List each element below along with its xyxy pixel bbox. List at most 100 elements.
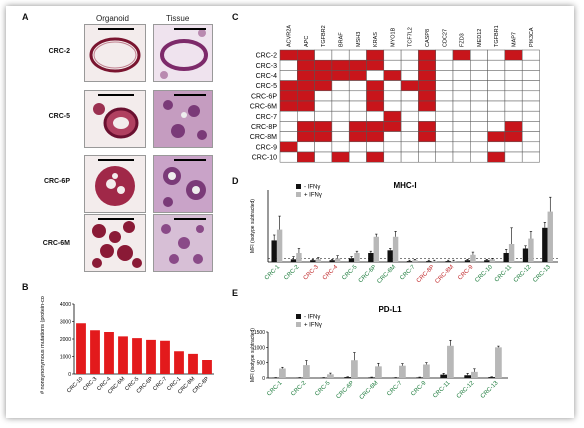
heatmap-cell <box>279 151 298 163</box>
heatmap-cell <box>348 121 367 132</box>
category-label: CRC-13 <box>480 380 500 400</box>
y-tick-label: 3000 <box>60 320 71 326</box>
heatmap-cell <box>383 90 402 102</box>
bar <box>368 253 374 262</box>
category-label: CRC-8M <box>434 264 455 285</box>
bar <box>90 330 100 374</box>
heatmap-cell <box>314 70 333 81</box>
heatmap-cell <box>383 49 402 61</box>
gene-label: APC <box>304 36 310 47</box>
column-header-organoid: Organoid <box>96 14 129 23</box>
category-label: CRC-8P <box>416 264 436 284</box>
heatmap-cell <box>487 70 506 81</box>
organoid-image-crc-6p <box>84 155 146 213</box>
category-label: CRC-12 <box>513 264 533 284</box>
category-label: CRC-3 <box>303 264 321 282</box>
heatmap-cell <box>470 121 488 132</box>
heatmap-cell <box>366 49 385 61</box>
y-tick-label: 500 <box>257 361 266 367</box>
organoid-image-crc-2 <box>84 24 146 82</box>
heatmap-cell <box>504 131 523 143</box>
heatmap-cell <box>348 59 367 71</box>
panel-label-c: C <box>232 12 239 22</box>
bar <box>450 261 457 262</box>
heatmap-cell <box>470 131 488 143</box>
heatmap-cell <box>452 121 471 132</box>
heatmap-cell <box>418 59 436 71</box>
heatmap-cell <box>470 59 488 71</box>
bar <box>76 323 86 374</box>
heatmap-cell <box>452 80 471 92</box>
heatmap-cell <box>452 49 471 61</box>
bar <box>464 260 471 262</box>
gene-label: PIK3CA <box>529 27 535 47</box>
heatmap-cell <box>487 90 506 102</box>
histology-row-label: CRC-6M <box>42 240 70 247</box>
sample-label: CRC-8P <box>251 124 277 131</box>
category-label: CRC-7 <box>152 376 168 392</box>
heatmap-cell <box>504 80 523 92</box>
heatmap-cell <box>383 110 402 122</box>
heatmap-cell <box>331 49 350 61</box>
heatmap-cell <box>487 121 506 132</box>
category-label: CRC-1 <box>264 264 282 282</box>
heatmap-cell <box>418 100 436 112</box>
heatmap-cell <box>348 151 367 163</box>
heatmap-cell <box>504 70 523 81</box>
heatmap-cell <box>504 110 523 122</box>
heatmap-cell <box>470 70 488 81</box>
bar <box>423 364 430 378</box>
heatmap-cell <box>470 90 488 102</box>
heatmap-cell <box>279 110 298 122</box>
heatmap-cell <box>297 110 315 122</box>
heatmap-cell <box>331 80 350 92</box>
heatmap-cell <box>366 121 385 132</box>
category-label: CRC-12 <box>456 380 476 400</box>
heatmap-cell <box>418 131 436 143</box>
y-tick-label: 1000 <box>254 345 265 351</box>
heatmap-cell <box>521 80 540 92</box>
scale-bar <box>98 218 134 220</box>
heatmap-cell <box>521 70 540 81</box>
heatmap-cell <box>297 90 315 102</box>
sample-label: CRC-9 <box>256 144 277 151</box>
mutation-count-chart: 01000200030004000CRC-10CRC-3CRC-4CRC-6MC… <box>40 296 214 395</box>
legend-label: - IFNγ <box>304 185 320 191</box>
heatmap-cell <box>435 100 454 112</box>
heatmap-cell <box>348 100 367 112</box>
y-tick-label: 0 <box>68 372 71 378</box>
heatmap-cell <box>487 49 506 61</box>
heatmap-cell <box>487 110 506 122</box>
bar <box>542 227 548 262</box>
category-label: CRC-10 <box>474 264 494 284</box>
gene-label: KRAS <box>373 32 379 47</box>
bar <box>104 332 114 374</box>
y-axis-label: MFI (isotype subtracted) <box>250 199 256 253</box>
heatmap-cell <box>452 100 471 112</box>
category-label: CRC-13 <box>532 264 552 284</box>
bar <box>471 371 478 378</box>
bar <box>202 360 212 374</box>
heatmap-cell <box>470 110 488 122</box>
category-label: CRC-3 <box>82 376 98 392</box>
bar <box>528 238 534 262</box>
bar <box>373 236 379 262</box>
scale-bar <box>98 159 134 161</box>
gene-label: FZD3 <box>460 33 466 47</box>
bar <box>329 260 335 262</box>
heatmap-cell <box>297 49 315 61</box>
heatmap-cell <box>314 121 333 132</box>
bar <box>290 259 297 262</box>
heatmap-cell <box>366 70 385 81</box>
bar <box>431 261 437 262</box>
panel-label-d: D <box>232 176 239 186</box>
bar <box>445 261 451 262</box>
category-label: CRC-9 <box>410 380 428 398</box>
y-axis-label: # nonsynonymous mutations (protein-codin… <box>40 296 46 394</box>
heatmap-cell <box>297 151 315 163</box>
heatmap-cell <box>435 59 454 71</box>
heatmap-cell <box>297 59 315 71</box>
heatmap-cell <box>435 141 454 153</box>
histology-row-label: CRC-6P <box>43 178 70 185</box>
